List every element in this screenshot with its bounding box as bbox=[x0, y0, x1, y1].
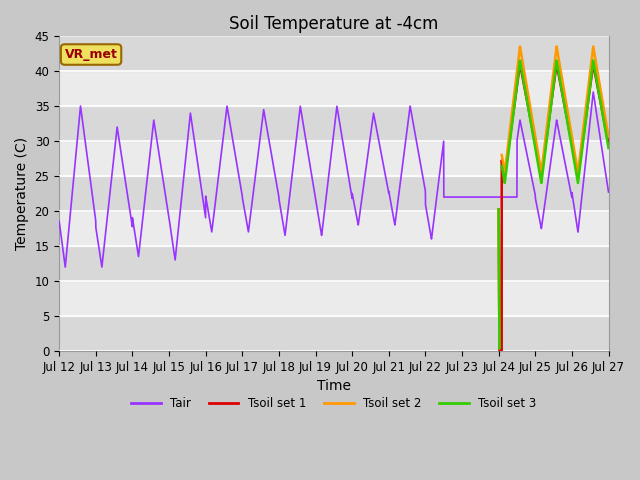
Bar bbox=[59, 106, 609, 141]
Bar bbox=[59, 211, 609, 246]
Bar bbox=[59, 246, 609, 281]
Bar bbox=[59, 71, 609, 106]
Bar bbox=[59, 141, 609, 176]
Y-axis label: Temperature (C): Temperature (C) bbox=[15, 137, 29, 250]
Text: VR_met: VR_met bbox=[65, 48, 118, 61]
X-axis label: Time: Time bbox=[317, 380, 351, 394]
Title: Soil Temperature at -4cm: Soil Temperature at -4cm bbox=[229, 15, 438, 33]
Bar bbox=[59, 281, 609, 316]
Bar bbox=[59, 316, 609, 351]
Bar bbox=[59, 36, 609, 71]
Bar bbox=[59, 1, 609, 36]
Bar bbox=[59, 176, 609, 211]
Legend: Tair, Tsoil set 1, Tsoil set 2, Tsoil set 3: Tair, Tsoil set 1, Tsoil set 2, Tsoil se… bbox=[127, 392, 541, 415]
